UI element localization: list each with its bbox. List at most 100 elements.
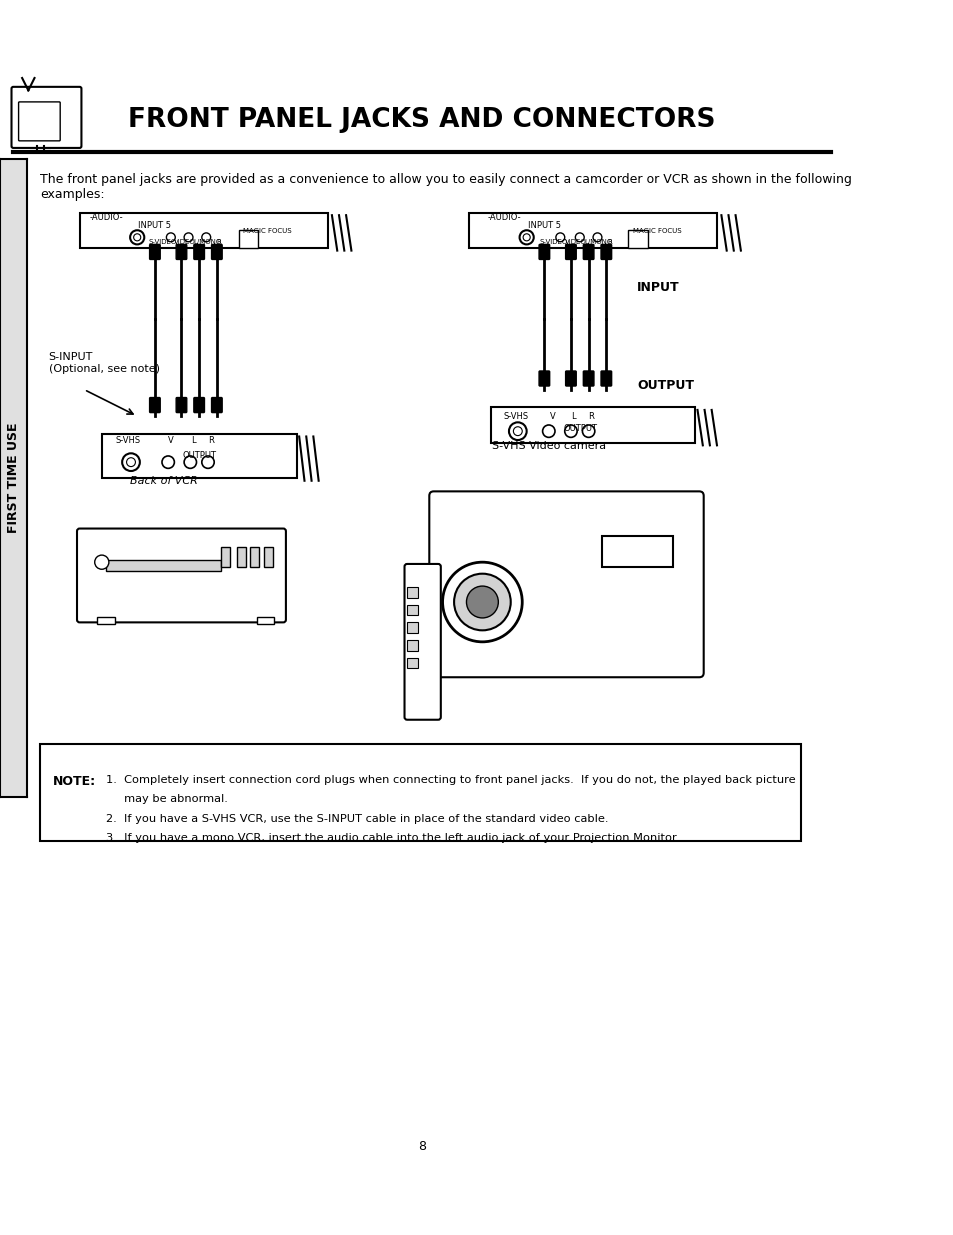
Text: MAGIC FOCUS: MAGIC FOCUS (243, 228, 292, 233)
Text: INPUT: INPUT (637, 282, 679, 294)
Bar (263, 547, 273, 567)
FancyBboxPatch shape (18, 103, 60, 141)
FancyBboxPatch shape (11, 86, 81, 148)
Circle shape (509, 422, 526, 440)
FancyBboxPatch shape (176, 398, 187, 412)
Bar (102, 433, 296, 478)
Text: INPUT 5: INPUT 5 (527, 221, 560, 231)
Circle shape (582, 425, 595, 437)
Text: L: L (571, 411, 576, 421)
FancyBboxPatch shape (212, 245, 222, 259)
FancyBboxPatch shape (600, 370, 611, 387)
FancyBboxPatch shape (193, 245, 204, 259)
Circle shape (542, 425, 555, 437)
Circle shape (94, 555, 109, 569)
Bar (407, 587, 417, 598)
Bar (256, 618, 274, 624)
FancyBboxPatch shape (582, 245, 594, 259)
Circle shape (466, 587, 497, 618)
Circle shape (162, 456, 174, 468)
Circle shape (127, 458, 135, 467)
Text: may be abnormal.: may be abnormal. (106, 794, 228, 804)
FancyBboxPatch shape (77, 529, 286, 622)
Text: R: R (588, 411, 594, 421)
Bar (491, 408, 694, 442)
Circle shape (184, 456, 196, 468)
Bar (0, 159, 27, 797)
Text: L: L (191, 436, 195, 445)
Circle shape (133, 233, 141, 241)
Bar (237, 547, 246, 567)
FancyBboxPatch shape (193, 398, 204, 412)
FancyBboxPatch shape (429, 492, 703, 677)
Bar (221, 547, 230, 567)
Text: S-INPUT
(Optional, see note): S-INPUT (Optional, see note) (49, 352, 159, 374)
Text: OUTPUT: OUTPUT (563, 424, 597, 433)
Bar (239, 230, 258, 248)
Bar (407, 640, 417, 651)
Text: S-VIDEO: S-VIDEO (539, 238, 568, 245)
FancyBboxPatch shape (404, 564, 440, 720)
Text: S-VHS: S-VHS (115, 436, 141, 445)
Text: S-VIDEO: S-VIDEO (149, 238, 176, 245)
Bar (407, 658, 417, 668)
Circle shape (522, 233, 530, 241)
Circle shape (166, 233, 175, 242)
Circle shape (202, 233, 211, 242)
Text: V: V (550, 411, 556, 421)
Circle shape (442, 562, 521, 642)
Circle shape (122, 453, 140, 471)
Circle shape (593, 233, 601, 242)
Text: -AUDIO-: -AUDIO- (487, 212, 520, 221)
Circle shape (564, 425, 577, 437)
Text: FIRST TIME USE: FIRST TIME USE (7, 422, 20, 534)
Bar (628, 230, 647, 248)
FancyBboxPatch shape (176, 245, 187, 259)
Bar (601, 536, 672, 567)
FancyBboxPatch shape (150, 245, 160, 259)
Text: Back of VCR: Back of VCR (130, 477, 197, 487)
Bar (407, 605, 417, 615)
FancyBboxPatch shape (538, 245, 549, 259)
Circle shape (202, 456, 214, 468)
Circle shape (575, 233, 583, 242)
Text: L/MONO: L/MONO (193, 238, 221, 245)
Text: OUTPUT: OUTPUT (637, 379, 694, 391)
Text: VIDEO: VIDEO (564, 238, 586, 245)
Text: R: R (208, 436, 213, 445)
Text: 2.  If you have a S-VHS VCR, use the S-INPUT cable in place of the standard vide: 2. If you have a S-VHS VCR, use the S-IN… (106, 814, 608, 824)
Text: NOTE:: NOTE: (53, 774, 96, 788)
Text: L/MONO: L/MONO (583, 238, 612, 245)
Text: FRONT PANEL JACKS AND CONNECTORS: FRONT PANEL JACKS AND CONNECTORS (129, 106, 715, 132)
FancyBboxPatch shape (565, 245, 576, 259)
Bar (80, 212, 327, 248)
Text: 3.  If you have a mono VCR, insert the audio cable into the left audio jack of y: 3. If you have a mono VCR, insert the au… (106, 834, 679, 844)
Bar (407, 622, 417, 634)
Text: V: V (168, 436, 173, 445)
Text: R: R (215, 238, 220, 245)
Circle shape (519, 230, 533, 245)
FancyBboxPatch shape (212, 398, 222, 412)
Bar (97, 618, 115, 624)
Circle shape (454, 574, 510, 630)
Text: The front panel jacks are provided as a convenience to allow you to easily conne: The front panel jacks are provided as a … (40, 173, 851, 201)
Text: MAGIC FOCUS: MAGIC FOCUS (632, 228, 680, 233)
Text: R: R (606, 238, 611, 245)
Text: 8: 8 (417, 1140, 426, 1153)
Text: S-VHS Video camera: S-VHS Video camera (491, 441, 605, 451)
Circle shape (184, 233, 193, 242)
Bar (251, 547, 259, 567)
Text: -AUDIO-: -AUDIO- (90, 212, 123, 221)
Text: OUTPUT: OUTPUT (183, 451, 216, 459)
Circle shape (130, 230, 144, 245)
Bar (40, 743, 801, 841)
Text: INPUT 5: INPUT 5 (138, 221, 172, 231)
FancyBboxPatch shape (538, 370, 549, 387)
Bar (106, 561, 221, 571)
Bar (469, 212, 717, 248)
FancyBboxPatch shape (600, 245, 611, 259)
FancyBboxPatch shape (150, 398, 160, 412)
Text: 1.  Completely insert connection cord plugs when connecting to front panel jacks: 1. Completely insert connection cord plu… (106, 774, 795, 784)
Circle shape (556, 233, 564, 242)
Text: S-VHS: S-VHS (503, 411, 528, 421)
